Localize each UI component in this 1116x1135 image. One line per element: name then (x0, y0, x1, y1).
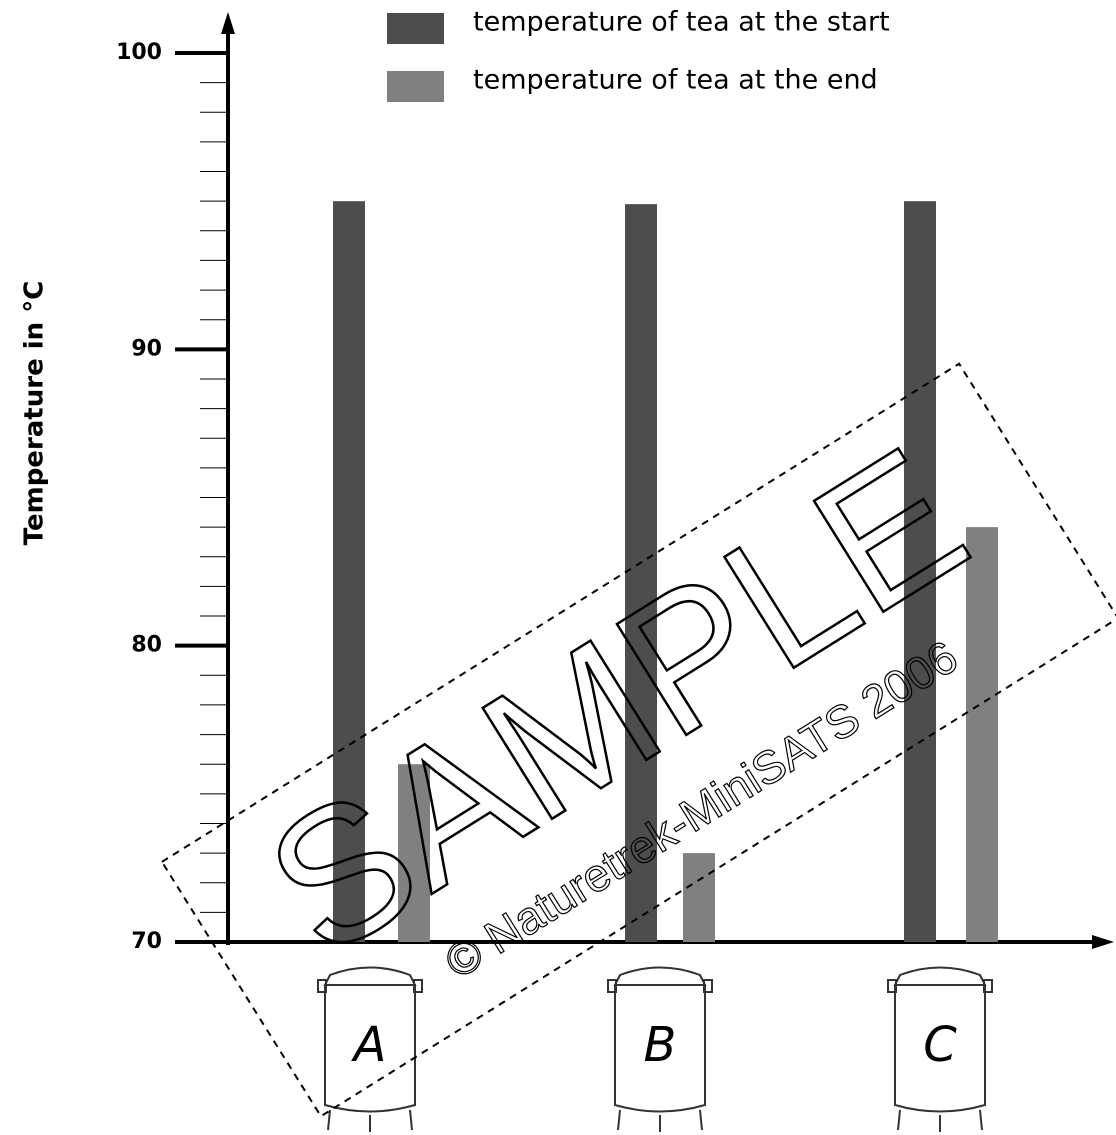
legend-label: temperature of tea at the end (473, 65, 878, 96)
y-axis-label: Temperature in °C (20, 281, 50, 546)
legend-label: temperature of tea at the start (473, 7, 890, 38)
chart: Temperature in °C 70 80 90 100 A B Ctemperatur… (0, 0, 1116, 1135)
y-tick-label: 100 (116, 40, 162, 65)
x-tick-label: B (644, 1017, 677, 1073)
y-tick-label: 70 (131, 929, 162, 954)
x-tick-label: C (923, 1017, 957, 1073)
y-tick-label: 80 (131, 633, 162, 658)
y-tick-label: 90 (131, 336, 162, 361)
x-tick-label: A (351, 1017, 387, 1073)
legend-swatch (387, 71, 444, 102)
bar (683, 853, 715, 942)
legend-swatch (387, 13, 444, 44)
y-axis-arrow (221, 12, 235, 34)
x-axis-arrow (1092, 935, 1114, 949)
